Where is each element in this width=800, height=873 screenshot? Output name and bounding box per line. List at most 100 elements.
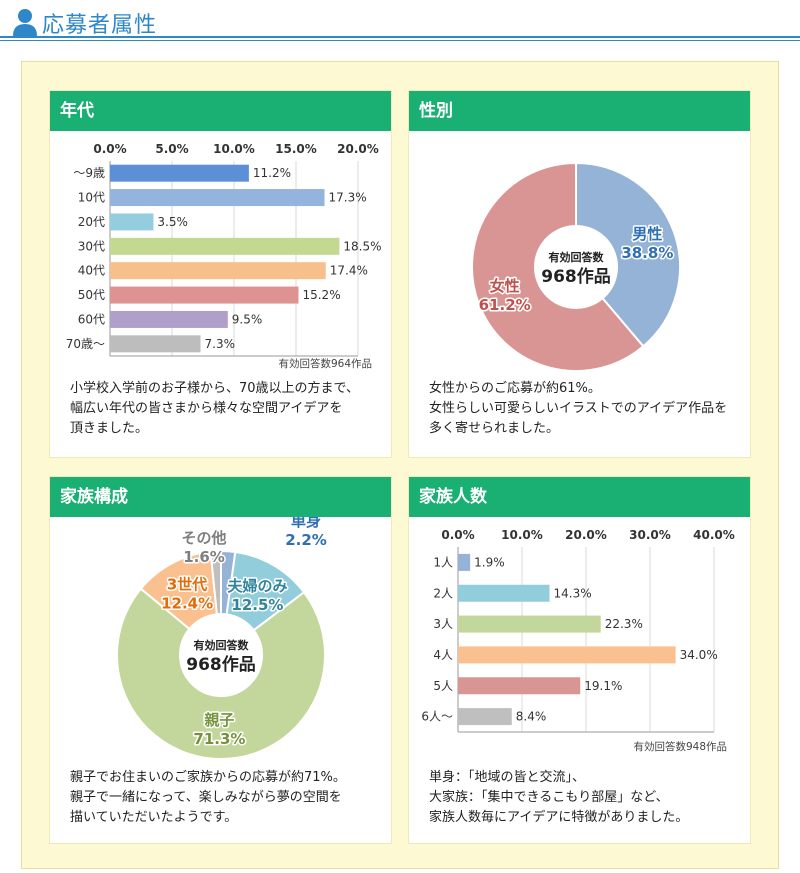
category-label: 30代 [78, 239, 105, 253]
bar [110, 213, 154, 231]
category-label: 60代 [78, 312, 105, 326]
x-tick-label: 10.0% [213, 142, 255, 156]
family-desc-line-1: 親子でお住まいのご家族からの応募が約71%。 [70, 770, 346, 785]
sample-size-note: 有効回答数948作品 [633, 740, 727, 753]
category-label: 40代 [78, 264, 105, 278]
slice-name: 女性 [490, 277, 520, 295]
category-label: 50代 [78, 288, 105, 302]
value-label: 3.5% [157, 215, 188, 229]
slice-name: 3世代 [167, 575, 207, 593]
value-label: 14.3% [554, 586, 592, 600]
category-label: 2人 [433, 586, 453, 600]
value-label: 34.0% [680, 648, 718, 662]
bar [110, 189, 325, 207]
age-panel-title: 年代 [50, 91, 391, 131]
bar [110, 335, 201, 353]
bar [110, 237, 340, 255]
value-label: 1.9% [474, 555, 505, 569]
donut-slice [575, 161, 681, 348]
x-tick-label: 5.0% [155, 142, 188, 156]
family-panel-title: 家族構成 [50, 477, 391, 517]
value-label: 15.2% [302, 288, 340, 302]
bar [458, 646, 676, 664]
slice-value: 38.8% [621, 244, 673, 262]
category-label: 6人〜 [421, 710, 453, 724]
age-desc-line-3: 頂きました。 [70, 421, 149, 436]
bar [110, 164, 249, 182]
gender-desc-line-3: 多く寄せられました。 [429, 421, 560, 436]
gender-desc-line-2: 女性らしい可愛らしいイラストでのアイデア作品を [429, 401, 728, 416]
value-label: 8.4% [516, 710, 547, 724]
slice-name: 男性 [632, 225, 662, 243]
donut-slice [471, 161, 645, 371]
slice-name: 単身 [291, 517, 321, 530]
age-panel: 年代 0.0% 5.0% 10.0% 15.0% 20.0% 〜9歳 11.2% 10代 17.… [50, 91, 391, 457]
header-divider [0, 36, 800, 38]
bar [110, 262, 326, 280]
value-label: 7.3% [205, 337, 236, 351]
category-label: 5人 [433, 679, 453, 693]
bar [110, 286, 299, 304]
gender-panel: 性別 有効回答数 968作品 男性 38.8% 女性 61.2% 女性からのご応募が約61… [409, 91, 750, 457]
center-label: 有効回答数 [194, 638, 250, 652]
x-tick-label: 40.0% [693, 528, 735, 542]
value-label: 22.3% [605, 617, 643, 631]
donut-slice [116, 587, 326, 760]
page-title: 応募者属性 [42, 13, 158, 38]
category-label: 70歳〜 [66, 337, 105, 351]
family-desc-line-3: 描いていただいたようです。 [70, 810, 238, 825]
slice-value: 71.3% [193, 730, 245, 748]
user-icon [13, 9, 37, 36]
family-description: 親子でお住まいのご家族からの応募が約71%。 親子で一緒になって、楽しみながら夢… [70, 768, 385, 828]
gender-description: 女性からのご応募が約61%。 女性らしい可愛らしいイラストでのアイデア作品を 多… [429, 379, 744, 439]
x-tick-label: 0.0% [441, 528, 474, 542]
bar [458, 553, 471, 571]
donut-slice [209, 549, 222, 616]
family-desc-line-2: 親子で一緒になって、楽しみながら夢の空間を [70, 790, 342, 805]
x-tick-label: 20.0% [565, 528, 607, 542]
slice-value: 1.6% [183, 548, 225, 566]
slice-value: 12.5% [231, 596, 283, 614]
age-description: 小学校入学前のお子様から、70歳以上の方まで、 幅広い年代の皆さまから様々な空間… [70, 379, 385, 439]
value-label: 11.2% [253, 166, 291, 180]
household-size-bar-chart: 0.0% 10.0% 20.0% 30.0% 40.0% 1人 1.9% 2人 14.3% 3人 2… [421, 528, 735, 753]
gender-desc-line-1: 女性からのご応募が約61%。 [429, 381, 601, 396]
age-desc-line-1: 小学校入学前のお子様から、70歳以上の方まで、 [70, 381, 360, 396]
header-divider-thin [0, 40, 800, 41]
gender-panel-title: 性別 [409, 91, 750, 131]
value-label: 19.1% [584, 679, 622, 693]
slice-value: 61.2% [479, 296, 531, 314]
household-size-panel-title: 家族人数 [409, 477, 750, 517]
center-label: 有効回答数 [549, 250, 605, 264]
bar [110, 310, 228, 328]
value-label: 18.5% [343, 239, 381, 253]
x-tick-label: 10.0% [501, 528, 543, 542]
slice-name: その他 [181, 529, 226, 547]
page-header: 応募者属性 [0, 0, 800, 46]
category-label: 3人 [433, 617, 453, 631]
household-size-panel: 家族人数 0.0% 10.0% 20.0% 30.0% 40.0% 1人 1.9% 2人 14.… [409, 477, 750, 843]
value-label: 9.5% [232, 312, 262, 326]
size-desc-line-2: 大家族：「集中できるこもり部屋」など、 [429, 790, 669, 805]
category-label: 4人 [433, 648, 453, 662]
slice-value: 2.2% [285, 531, 327, 549]
category-label: 10代 [78, 191, 105, 205]
size-desc-line-3: 家族人数毎にアイデアに特徴がありました。 [429, 810, 689, 825]
category-label: 〜9歳 [73, 166, 105, 180]
x-tick-label: 20.0% [337, 142, 379, 156]
age-desc-line-2: 幅広い年代の皆さまから様々な空間アイデアを [70, 401, 343, 416]
center-value: 968作品 [186, 654, 256, 675]
x-tick-label: 30.0% [629, 528, 671, 542]
household-size-description: 単身：「地域の皆と交流」、 大家族：「集中できるこもり部屋」など、 家族人数毎に… [429, 768, 744, 828]
category-label: 20代 [78, 215, 105, 229]
center-value: 968作品 [541, 266, 611, 287]
bar [458, 708, 512, 726]
bar [458, 584, 550, 602]
bar [458, 677, 581, 695]
value-label: 17.3% [329, 191, 367, 205]
bar [458, 615, 601, 633]
slice-value: 12.4% [161, 594, 213, 612]
x-tick-label: 15.0% [275, 142, 317, 156]
